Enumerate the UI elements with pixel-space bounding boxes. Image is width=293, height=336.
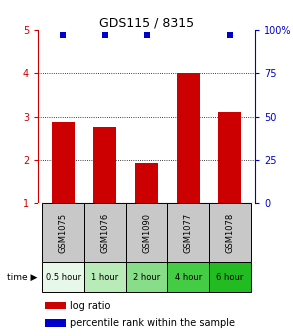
Bar (209, 203, 251, 262)
Bar (84, 203, 126, 262)
Bar (135, 163, 158, 203)
Title: GDS115 / 8315: GDS115 / 8315 (99, 16, 194, 29)
Text: GSM1076: GSM1076 (100, 213, 109, 253)
Text: log ratio: log ratio (70, 300, 110, 310)
Bar (167, 262, 209, 292)
Text: GSM1077: GSM1077 (184, 213, 193, 253)
Bar (126, 203, 167, 262)
Bar (52, 122, 75, 203)
Text: GSM1090: GSM1090 (142, 213, 151, 253)
Bar (84, 262, 126, 292)
Text: GSM1075: GSM1075 (59, 213, 68, 253)
Bar (209, 262, 251, 292)
Bar (45, 319, 66, 327)
Text: 2 hour: 2 hour (133, 273, 160, 282)
Bar (218, 112, 241, 203)
Bar (42, 203, 84, 262)
Text: 0.5 hour: 0.5 hour (45, 273, 81, 282)
Bar (167, 203, 209, 262)
Text: percentile rank within the sample: percentile rank within the sample (70, 318, 235, 328)
Bar (45, 302, 66, 309)
Bar (177, 74, 200, 203)
Bar (126, 262, 167, 292)
Text: GSM1078: GSM1078 (225, 213, 234, 253)
Bar (93, 127, 116, 203)
Bar (42, 262, 84, 292)
Text: time ▶: time ▶ (7, 273, 37, 282)
Text: 6 hour: 6 hour (216, 273, 243, 282)
Text: 1 hour: 1 hour (91, 273, 118, 282)
Text: 4 hour: 4 hour (175, 273, 202, 282)
